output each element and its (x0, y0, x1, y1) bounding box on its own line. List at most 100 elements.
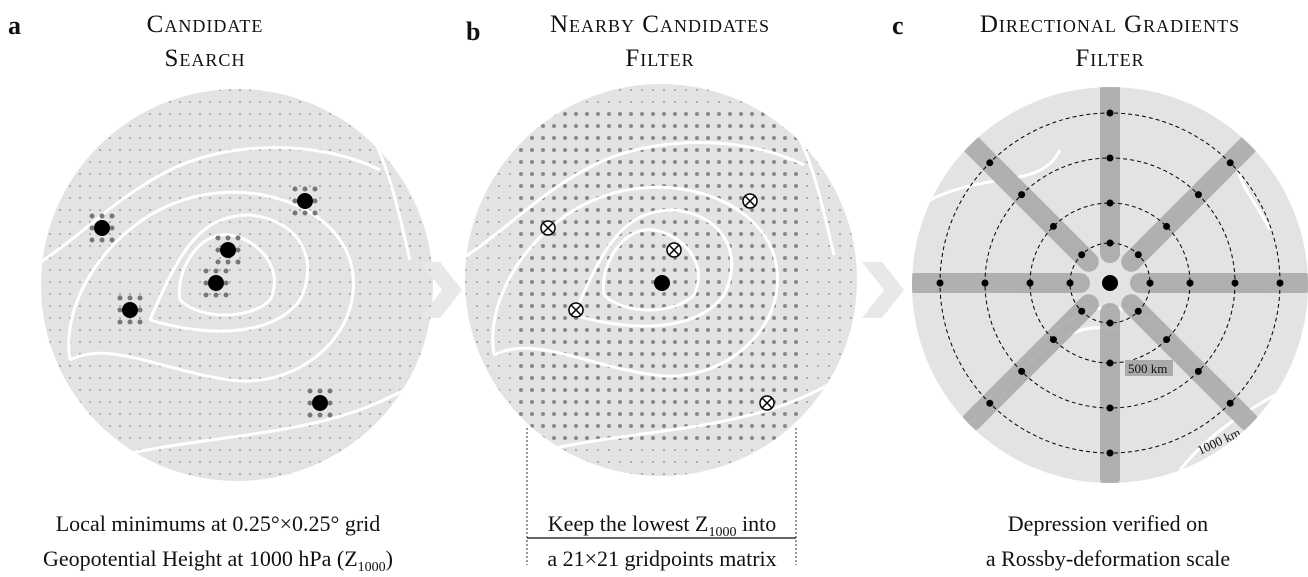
grid-dot (585, 172, 589, 176)
grid-dot (706, 352, 710, 356)
grid-dot (299, 317, 301, 319)
grid-dot (109, 149, 111, 151)
grid-dot (476, 161, 478, 163)
grid-dot (429, 329, 431, 331)
grid-dot (850, 293, 852, 295)
grid-dot (419, 281, 421, 283)
grid-dot (179, 89, 181, 91)
grid-dot (249, 281, 251, 283)
grid-dot (783, 172, 787, 176)
grid-dot (229, 173, 231, 175)
contour (572, 208, 734, 328)
grid-dot (419, 197, 421, 199)
grid-dot (389, 281, 391, 283)
grid-dot (79, 341, 81, 343)
grid-dot (199, 257, 201, 259)
sample-dot (1049, 222, 1057, 230)
grid-dot (139, 437, 141, 439)
grid-dot (674, 101, 676, 103)
grid-dot (269, 401, 271, 403)
grid-dot (574, 328, 578, 332)
grid-dot (828, 197, 830, 199)
grid-dot (828, 269, 830, 271)
grid-dot (209, 101, 211, 103)
grid-dot (99, 437, 101, 439)
sample-dot (981, 279, 989, 287)
grid-dot (553, 101, 555, 103)
grid-dot (219, 185, 221, 187)
grid-dot (530, 136, 534, 140)
grid-dot (684, 400, 688, 404)
grid-dot (828, 425, 830, 427)
grid-dot (828, 89, 830, 91)
grid-dot (339, 185, 341, 187)
grid-dot (541, 364, 545, 368)
grid-dot (684, 136, 688, 140)
grid-dot (229, 161, 231, 163)
grid-dot (409, 173, 411, 175)
grid-dot (389, 89, 391, 91)
grid-dot (169, 389, 171, 391)
grid-dot (129, 269, 131, 271)
panel-label: a (8, 11, 21, 40)
grid-dot (706, 376, 710, 380)
grid-dot (673, 364, 677, 368)
grid-dot (369, 473, 371, 475)
grid-dot (629, 196, 633, 200)
grid-dot (487, 317, 489, 319)
grid-dot (119, 461, 121, 463)
grid-dot (695, 412, 699, 416)
grid-dot (761, 124, 765, 128)
grid-dot (339, 401, 341, 403)
grid-dot (289, 101, 291, 103)
grid-dot (149, 425, 151, 427)
grid-dot (109, 401, 111, 403)
grid-dot (59, 209, 61, 211)
grid-dot (219, 353, 221, 355)
grid-dot (139, 209, 141, 211)
grid-dot (139, 149, 141, 151)
grid-dot (269, 437, 271, 439)
grid-dot (750, 136, 754, 140)
grid-dot (339, 125, 341, 127)
grid-dot (409, 437, 411, 439)
grid-dot (519, 364, 523, 368)
grid-dot (369, 413, 371, 415)
grid-dot (249, 365, 251, 367)
grid-dot (329, 473, 331, 475)
grid-dot (419, 149, 421, 151)
grid-dot (652, 473, 654, 475)
grid-dot (289, 197, 291, 199)
grid-dot (59, 305, 61, 307)
grid-dot (279, 473, 281, 475)
grid-dot (129, 137, 131, 139)
grid-dot (339, 197, 341, 199)
grid-dot (239, 101, 241, 103)
grid-dot (574, 112, 578, 116)
grid-dot (861, 221, 863, 223)
grid-dot (389, 353, 391, 355)
grid-dot (379, 173, 381, 175)
grid-dot (79, 317, 81, 319)
grid-dot (509, 293, 511, 295)
grid-dot (476, 209, 478, 211)
grid-dot (319, 233, 321, 235)
grid-dot (640, 424, 644, 428)
grid-dot (552, 400, 556, 404)
grid-dot (269, 161, 271, 163)
grid-dot (309, 101, 311, 103)
neighbour-dot (117, 307, 123, 313)
grid-dot (79, 377, 81, 379)
grid-dot (509, 461, 511, 463)
grid-dot (640, 412, 644, 416)
grid-dot (129, 257, 131, 259)
grid-dot (169, 401, 171, 403)
grid-dot (498, 149, 500, 151)
grid-dot (339, 221, 341, 223)
grid-dot (817, 461, 819, 463)
grid-dot (99, 317, 101, 319)
grid-dot (219, 413, 221, 415)
grid-dot (209, 125, 211, 127)
neighbour-dot (203, 268, 209, 274)
grid-dot (509, 101, 511, 103)
